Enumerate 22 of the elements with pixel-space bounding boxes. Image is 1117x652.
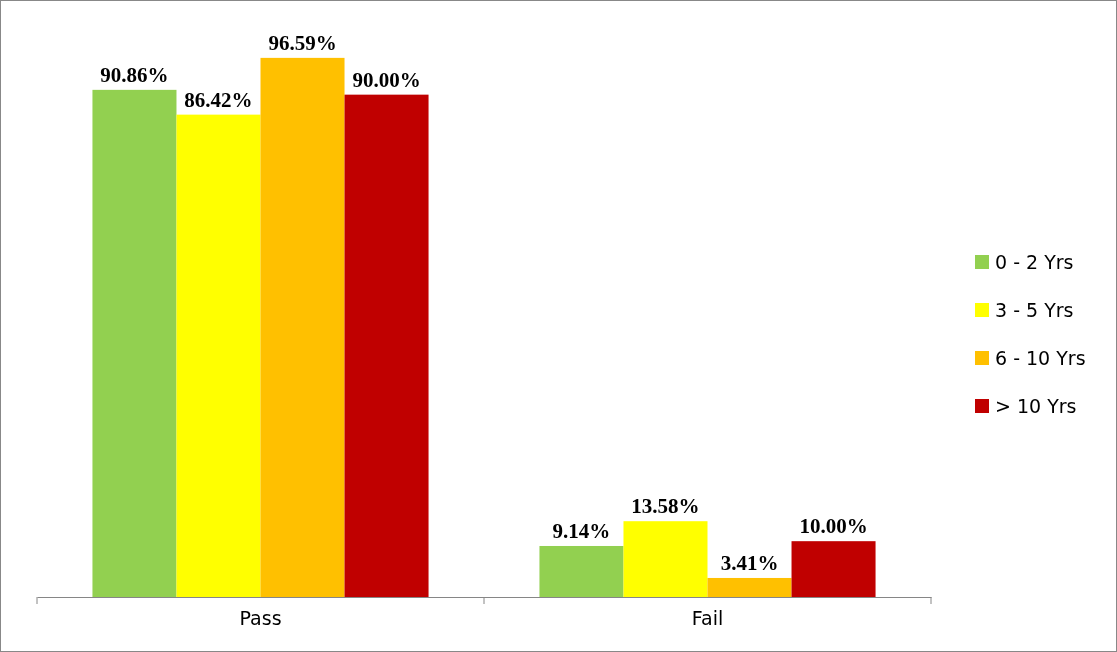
bar xyxy=(260,57,345,597)
bar xyxy=(623,521,708,597)
bar xyxy=(707,577,792,597)
x-tick-label: Pass xyxy=(239,606,282,629)
legend-label: > 10 Yrs xyxy=(995,395,1077,417)
bar xyxy=(176,114,261,597)
data-label: 13.58% xyxy=(631,494,700,519)
data-label: 90.86% xyxy=(100,62,169,87)
bar xyxy=(344,94,429,597)
legend-label: 6 - 10 Yrs xyxy=(995,347,1086,369)
bar xyxy=(92,89,177,597)
data-label: 9.14% xyxy=(552,518,611,543)
bar xyxy=(539,545,624,597)
data-label: 86.42% xyxy=(184,87,253,112)
x-tick-label: Fail xyxy=(691,606,724,629)
legend-label: 3 - 5 Yrs xyxy=(995,299,1074,321)
data-label: 3.41% xyxy=(720,550,779,575)
data-label: 10.00% xyxy=(799,514,868,539)
data-label: 96.59% xyxy=(268,30,337,55)
bar xyxy=(791,541,876,597)
data-label: 90.00% xyxy=(352,67,421,92)
legend-label: 0 - 2 Yrs xyxy=(995,251,1074,273)
